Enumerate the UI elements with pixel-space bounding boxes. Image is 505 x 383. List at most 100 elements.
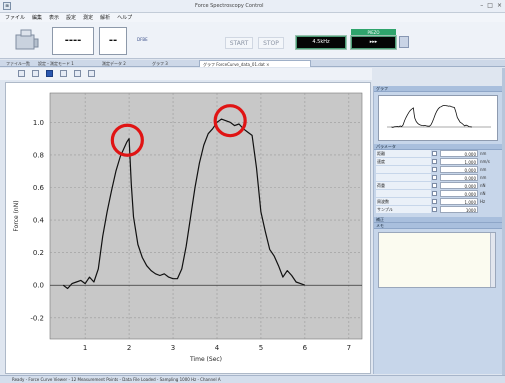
force-curve-line — [62, 118, 306, 290]
close-icon[interactable]: × — [496, 2, 502, 9]
param-row: 荷重 0.000 nN — [374, 182, 502, 190]
menu-analysis[interactable]: 解析 — [100, 15, 111, 21]
print-icon[interactable] — [74, 70, 81, 77]
param-row: 距離 0.000 nm — [374, 150, 502, 158]
force-plot[interactable]: 1 2 3 4 5 6 7 -0.2 0.0 0.2 0.4 0.6 0.8 1.0 Time (Sec) F… — [5, 82, 371, 374]
param-value-field[interactable]: 0.000 — [440, 174, 478, 181]
param-value-field[interactable]: 0.000 — [440, 182, 478, 189]
memo-box[interactable] — [378, 232, 496, 288]
x-tick-label: 6 — [303, 344, 308, 352]
param-label: 距離 — [376, 150, 431, 157]
readout-field-1[interactable]: ---- — [52, 27, 94, 55]
force-chart[interactable]: 1 2 3 4 5 6 7 -0.2 0.0 0.2 0.4 0.6 0.8 1.0 Time (Sec) F… — [6, 83, 372, 375]
preview-header[interactable]: グラフ — [374, 86, 502, 92]
tab-file-list[interactable]: ファイル一覧 — [6, 61, 30, 66]
y-tick-label: 0.2 — [33, 249, 44, 257]
window-controls: – □ × — [480, 2, 502, 9]
tab-data[interactable]: 測定データ 2 — [102, 61, 126, 66]
param-checkbox[interactable] — [432, 207, 437, 212]
option-toggle[interactable] — [399, 36, 409, 48]
tab-setup[interactable]: 設定・測定モード 1 — [38, 61, 74, 66]
param-row: 速度 1.000 nm/s — [374, 158, 502, 166]
playback-button[interactable]: ▸▸▸ — [351, 36, 396, 49]
param-label — [376, 190, 431, 197]
pan-icon[interactable] — [32, 70, 39, 77]
y-tick-label: 0.6 — [33, 184, 45, 192]
menu-measure[interactable]: 測定 — [83, 15, 94, 21]
tab-graph-3[interactable]: グラフ 3 — [152, 61, 168, 66]
param-row: 0.000 nN — [374, 190, 502, 198]
y-axis-label: Force (nN) — [13, 200, 20, 231]
param-value-field[interactable]: 1.000 — [440, 198, 478, 205]
param-label — [376, 174, 431, 181]
y-tick-label: 0.0 — [33, 282, 44, 290]
cursor-icon[interactable] — [60, 70, 67, 77]
zoom-icon[interactable] — [18, 70, 25, 77]
frequency-display[interactable]: 4.5kHz — [296, 36, 346, 49]
param-checkbox[interactable] — [432, 191, 437, 196]
param-value-field[interactable]: 0.000 — [440, 190, 478, 197]
param-label: サンプル — [376, 206, 431, 213]
tab-graph-active[interactable]: グラフ ForceCurve_data_01.dat × — [199, 60, 311, 67]
document-tabs: ファイル一覧 設定・測定モード 1 測定データ 2 グラフ 3 グラフ Forc… — [0, 60, 505, 67]
window-title: Force Spectroscopy Control — [195, 3, 264, 9]
params-header[interactable]: パラメータ — [374, 144, 502, 150]
param-checkbox[interactable] — [432, 159, 437, 164]
maximize-icon[interactable]: □ — [487, 2, 493, 9]
plot-toolbar — [0, 68, 372, 80]
plot-background — [49, 92, 363, 340]
menu-edit[interactable]: 編集 — [32, 15, 43, 21]
param-checkbox[interactable] — [432, 151, 437, 156]
memo-header[interactable]: メモ — [374, 223, 502, 229]
main-toolbar: ---- -- DFBE START STOP 4.5kHz PIEZO ▸▸▸ — [0, 22, 505, 59]
menu-help[interactable]: ヘルプ — [117, 15, 133, 21]
param-checkbox[interactable] — [432, 199, 437, 204]
y-tick-label: 0.8 — [33, 151, 44, 159]
param-unit: nm — [480, 167, 487, 172]
param-row: サンプル 1000 — [374, 206, 502, 214]
menu-view[interactable]: 表示 — [49, 15, 60, 21]
stop-button[interactable]: STOP — [258, 37, 284, 49]
piezo-label: PIEZO — [351, 29, 396, 36]
param-checkbox[interactable] — [432, 175, 437, 180]
start-button[interactable]: START — [225, 37, 253, 49]
x-tick-label: 4 — [215, 344, 220, 352]
param-value-field[interactable]: 0.000 — [440, 166, 478, 173]
param-unit: nm — [480, 151, 487, 156]
param-unit: nN — [480, 191, 486, 196]
preview-thumbnail[interactable] — [378, 95, 498, 141]
menu-settings[interactable]: 設定 — [66, 15, 77, 21]
settings-icon[interactable] — [88, 70, 95, 77]
param-value-field[interactable]: 1000 — [440, 206, 478, 213]
y-tick-label: -0.2 — [30, 314, 44, 322]
x-tick-label: 3 — [171, 344, 175, 352]
param-row: 0.000 nm — [374, 166, 502, 174]
param-label — [376, 166, 431, 173]
memo-scrollbar[interactable] — [490, 233, 495, 287]
param-label: 荷重 — [376, 182, 431, 189]
panel-scrollbar[interactable] — [502, 68, 505, 375]
param-value-field[interactable]: 0.000 — [440, 150, 478, 157]
thumb-curve-line — [391, 104, 473, 128]
status-bar: Ready - Force Curve Viewer - 12 Measurem… — [0, 375, 505, 383]
app-icon: ⊞ — [3, 2, 11, 10]
device-icon[interactable] — [14, 29, 40, 51]
x-axis-label: Time (Sec) — [189, 356, 222, 363]
dfbe-label[interactable]: DFBE — [137, 37, 148, 42]
readout-field-2[interactable]: -- — [99, 27, 127, 55]
menu-file[interactable]: ファイル — [5, 15, 26, 21]
correction-header[interactable]: 補正 — [374, 217, 502, 223]
param-value-field[interactable]: 1.000 — [440, 158, 478, 165]
select-icon[interactable] — [46, 70, 53, 77]
param-unit: nm — [480, 175, 487, 180]
param-row: 周波数 1.000 Hz — [374, 198, 502, 206]
param-checkbox[interactable] — [432, 167, 437, 172]
menu-bar: ファイル 編集 表示 設定 測定 解析 ヘルプ — [0, 13, 505, 22]
param-row: 0.000 nm — [374, 174, 502, 182]
param-checkbox[interactable] — [432, 183, 437, 188]
param-label: 周波数 — [376, 198, 431, 205]
minimize-icon[interactable]: – — [480, 2, 484, 9]
y-tick-label: 1.0 — [33, 119, 44, 127]
param-unit: Hz — [480, 199, 486, 204]
side-panel: グラフ パラメータ 距離 0.000 nm 速度 1.000 nm/s 0.000 nm 0.0… — [373, 86, 502, 374]
